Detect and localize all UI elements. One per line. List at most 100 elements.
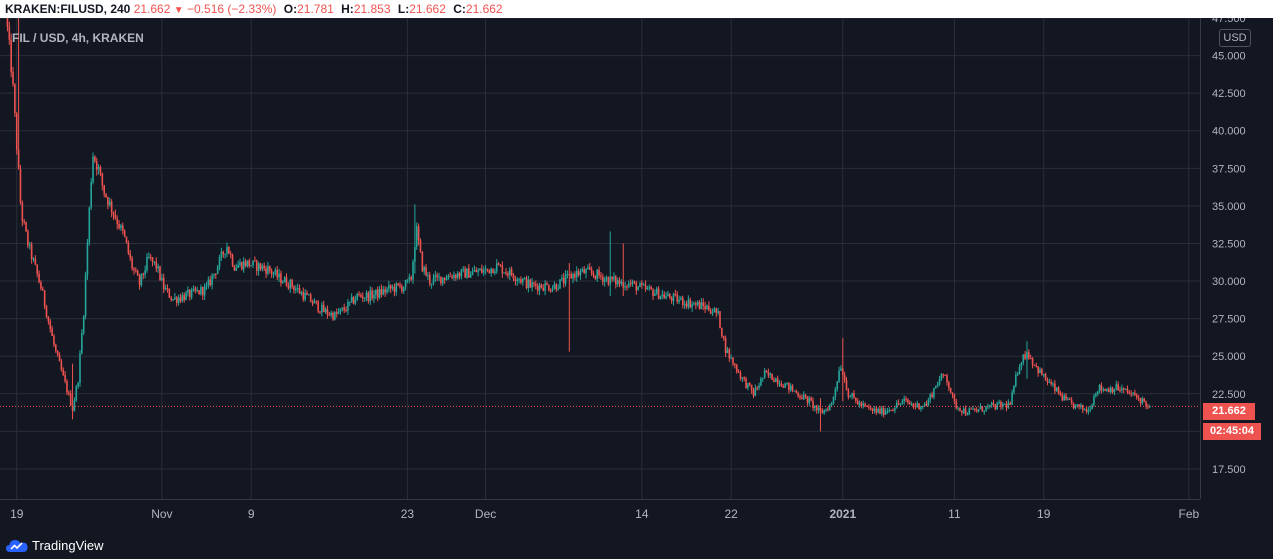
candle-body: [127, 242, 130, 254]
candle-body: [1041, 369, 1043, 376]
candle-body: [881, 408, 883, 414]
currency-button[interactable]: USD: [1219, 29, 1251, 47]
candle-body: [300, 292, 303, 294]
x-tick-label: 14: [635, 507, 649, 521]
candle-body: [397, 283, 399, 285]
candle-body: [527, 279, 530, 288]
candle-body: [460, 269, 463, 277]
candle-body: [1065, 395, 1067, 400]
candle-body: [1072, 402, 1075, 409]
candle-body: [399, 284, 401, 287]
candle-body: [672, 294, 675, 301]
brand-name[interactable]: TradingView: [32, 538, 104, 553]
symbol-label[interactable]: KRAKEN:FILUSD, 240: [5, 2, 131, 16]
open-label: O:: [283, 2, 298, 16]
candle-body: [739, 372, 742, 379]
candle-body: [802, 394, 805, 400]
candle-body: [451, 276, 453, 279]
candle-body: [916, 403, 919, 407]
candle-body: [81, 332, 83, 354]
candle-body: [142, 273, 145, 275]
candle-body: [462, 268, 465, 270]
candle-body: [974, 408, 976, 410]
candle-body: [670, 297, 673, 301]
candle-body: [168, 289, 171, 298]
candle-body: [518, 279, 520, 281]
candle-body: [598, 269, 600, 276]
y-tick-label: 22.500: [1212, 389, 1246, 401]
candle-body: [985, 406, 987, 412]
chart-area[interactable]: 17.50020.00022.50025.00027.50030.00032.5…: [0, 18, 1273, 531]
candle-body: [1078, 404, 1080, 407]
candle-body: [391, 286, 394, 289]
candle-body: [231, 254, 234, 266]
candle-body: [708, 305, 710, 311]
candle-body: [607, 277, 610, 285]
candle-body: [717, 311, 719, 313]
candle-body: [663, 294, 665, 299]
candle-body: [481, 268, 483, 273]
candle-body: [406, 279, 409, 281]
candle-body: [648, 286, 651, 288]
candle-body: [1096, 391, 1099, 395]
candle-body: [1076, 404, 1079, 406]
candle-body: [709, 310, 712, 314]
candle-body: [417, 226, 420, 241]
candle-body: [923, 403, 926, 407]
candle-body: [992, 402, 995, 405]
candle-body: [514, 278, 517, 282]
candle-body: [1111, 387, 1114, 393]
price-axis[interactable]: 17.50020.00022.50025.00027.50030.00032.5…: [1212, 18, 1246, 476]
candle-body: [427, 274, 429, 276]
candle-body: [99, 167, 102, 174]
candle-body: [259, 263, 262, 270]
candle-body: [86, 242, 89, 276]
candle-body: [486, 268, 489, 270]
candle-body: [1083, 409, 1086, 411]
candle-body: [938, 379, 941, 385]
candle-body: [196, 290, 199, 292]
candle-body: [808, 397, 811, 403]
candle-body: [936, 384, 939, 387]
candle-body: [516, 279, 519, 282]
candle-body: [1050, 382, 1052, 384]
candle-body: [953, 394, 956, 402]
candle-body: [894, 408, 896, 411]
candle-body: [408, 277, 411, 280]
candle-body: [721, 328, 723, 337]
candle-body: [125, 236, 128, 243]
candle-body: [700, 302, 703, 309]
candle-body: [12, 72, 14, 85]
candle-body: [879, 408, 881, 414]
candle-body: [69, 393, 72, 406]
down-arrow-icon: ▼: [173, 5, 184, 16]
candle-body: [181, 295, 184, 302]
candle-body: [646, 287, 649, 290]
candle-body: [734, 364, 736, 366]
candle-body: [1087, 409, 1090, 412]
candle-body: [882, 408, 885, 415]
x-tick-label: 11: [948, 507, 961, 521]
candle-body: [856, 400, 859, 405]
candle-body: [1093, 396, 1095, 405]
candle-body: [110, 201, 113, 212]
candle-body: [135, 270, 137, 272]
candle-body: [274, 269, 277, 274]
candle-body: [43, 290, 46, 307]
candle-body: [313, 300, 316, 304]
candle-body: [265, 268, 267, 274]
candle-body: [877, 408, 879, 413]
candle-body: [280, 273, 282, 284]
candle-body: [434, 275, 437, 278]
last-price: 21.662: [133, 2, 171, 16]
candle-body: [1098, 384, 1101, 392]
candle-body: [471, 271, 474, 275]
candle-body: [855, 397, 857, 401]
candle-body: [918, 403, 920, 410]
time-axis[interactable]: 19 Nov 9 23 Dec 14 22 2021 11 19 Feb: [10, 507, 1199, 521]
candle-body: [531, 282, 533, 288]
candle-body: [1147, 406, 1149, 408]
tradingview-logo-icon[interactable]: [6, 539, 28, 553]
candle-body: [108, 201, 111, 205]
candle-body: [639, 283, 641, 287]
